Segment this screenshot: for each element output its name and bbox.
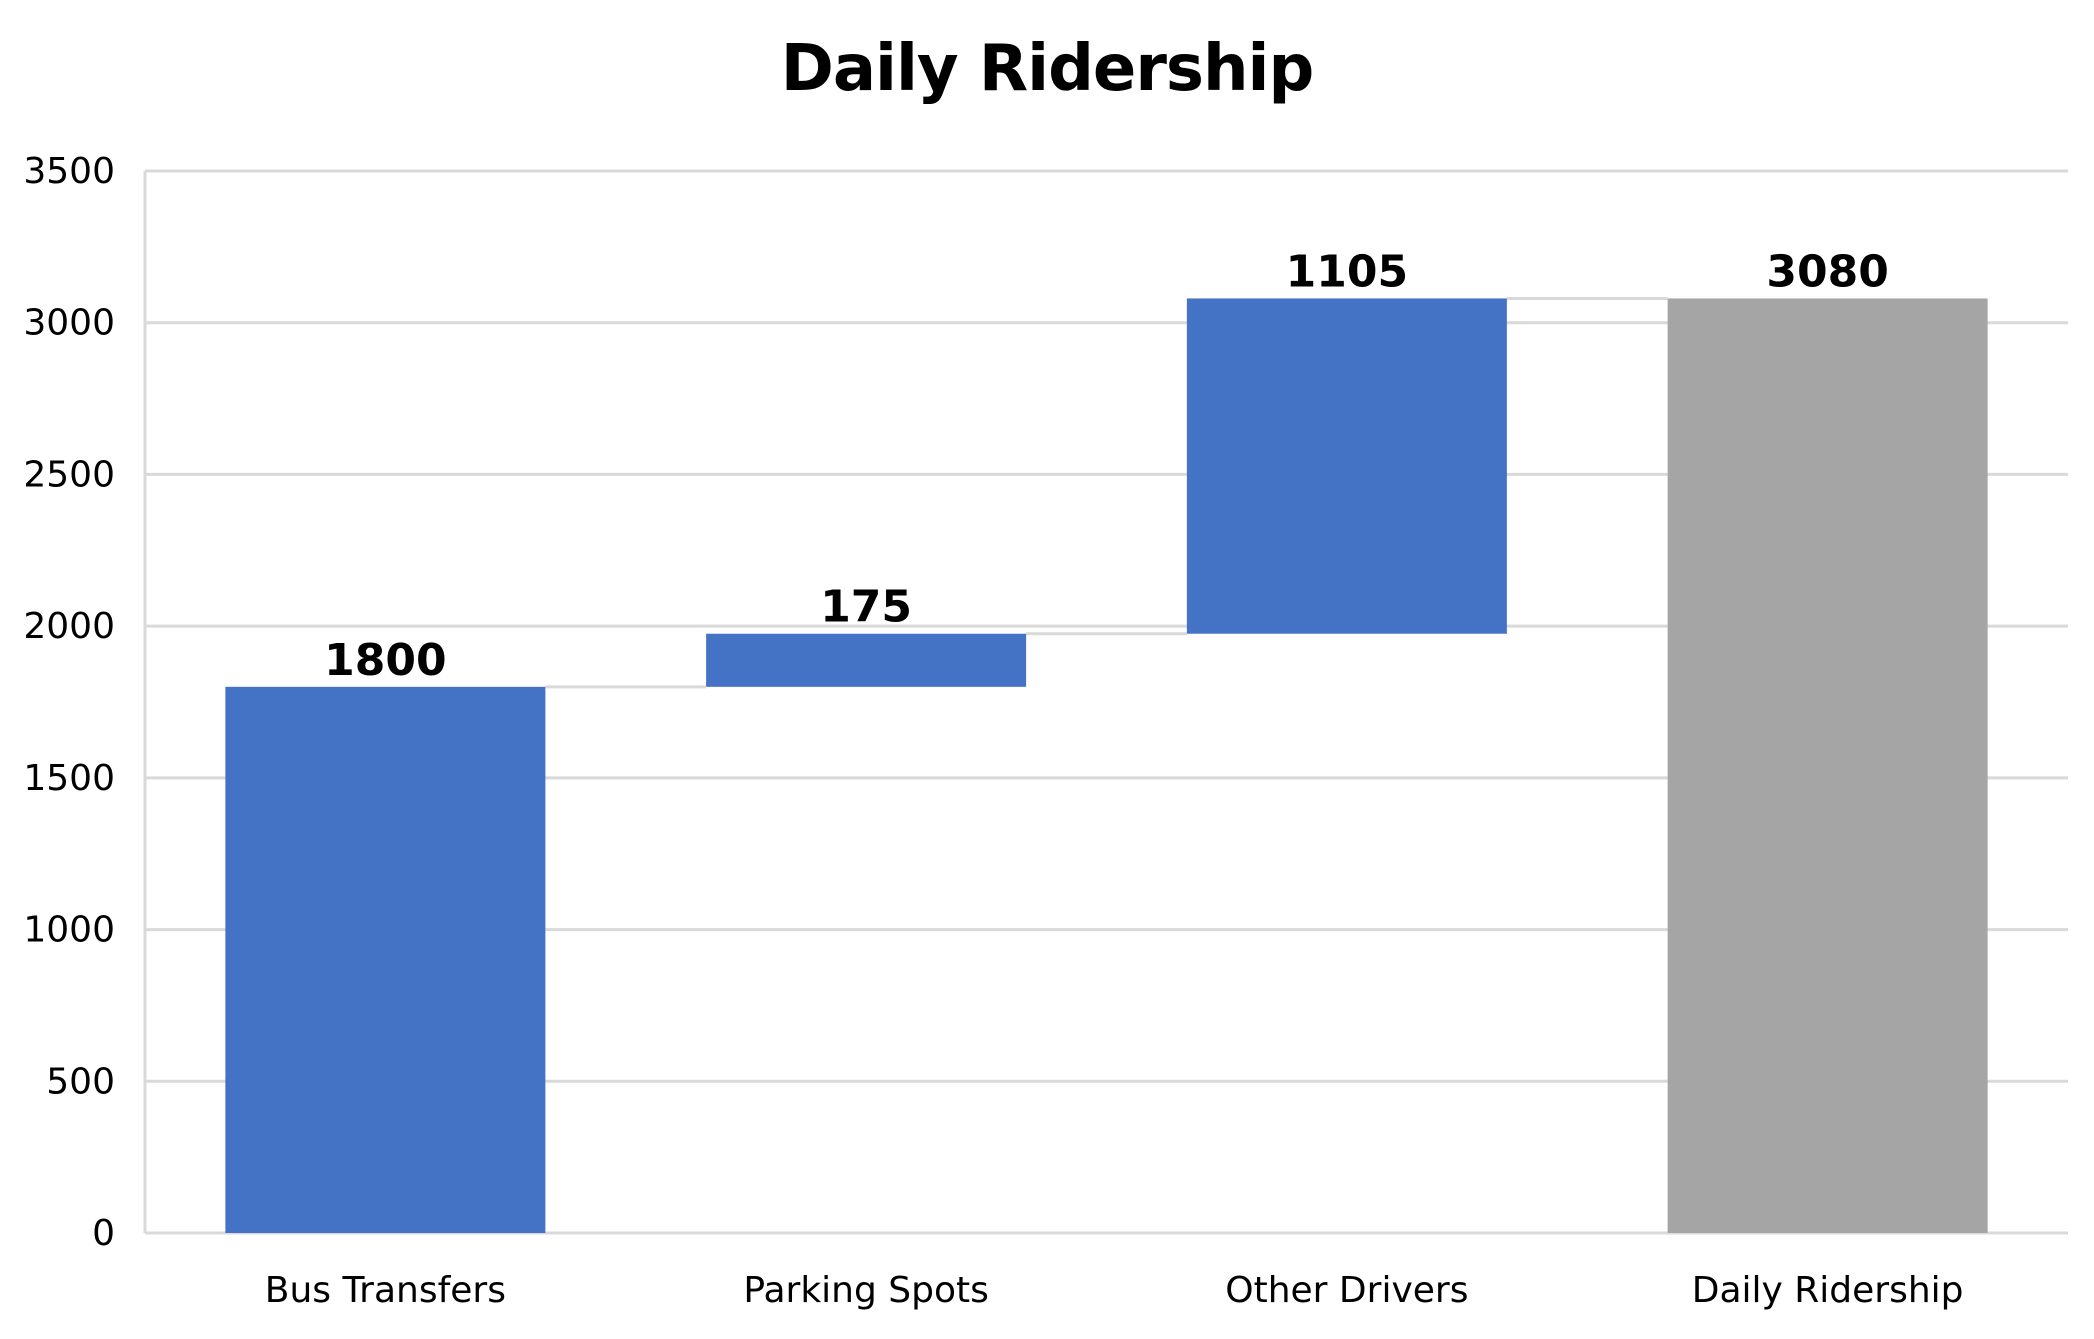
- y-tick-label: 1500: [23, 758, 115, 799]
- connector-lines: [545, 296, 1668, 689]
- y-tick-label: 3000: [23, 303, 115, 344]
- x-tick-labels: Bus Transfers Parking Spots Other Drivers D…: [265, 1270, 1964, 1311]
- data-label: 3080: [1766, 246, 1888, 297]
- chart-title: Daily Ridership: [780, 32, 1315, 106]
- y-tick-labels: 0 500 1000 1500 2000 2500 3000 3500: [23, 151, 115, 1254]
- x-tick-label: Bus Transfers: [265, 1270, 506, 1311]
- bars: [225, 298, 1988, 1233]
- y-tick-label: 2000: [23, 606, 115, 647]
- x-tick-label: Parking Spots: [743, 1270, 989, 1311]
- bar-other-drivers: [1186, 298, 1507, 634]
- bar-daily-ridership: [1667, 298, 1988, 1233]
- bar-parking-spots: [706, 633, 1027, 687]
- data-label: 1800: [324, 635, 446, 686]
- y-tick-label: 1000: [23, 910, 115, 951]
- x-tick-label: Other Drivers: [1225, 1270, 1468, 1311]
- data-labels: 1800 175 1105 3080: [324, 246, 1889, 685]
- y-tick-label: 500: [46, 1061, 115, 1102]
- x-tick-label: Daily Ridership: [1692, 1270, 1964, 1311]
- data-label: 175: [820, 582, 912, 633]
- y-tick-label: 0: [92, 1213, 115, 1254]
- y-tick-label: 3500: [23, 151, 115, 192]
- y-tick-label: 2500: [23, 454, 115, 495]
- data-label: 1105: [1286, 246, 1408, 297]
- bar-bus-transfers: [225, 686, 546, 1233]
